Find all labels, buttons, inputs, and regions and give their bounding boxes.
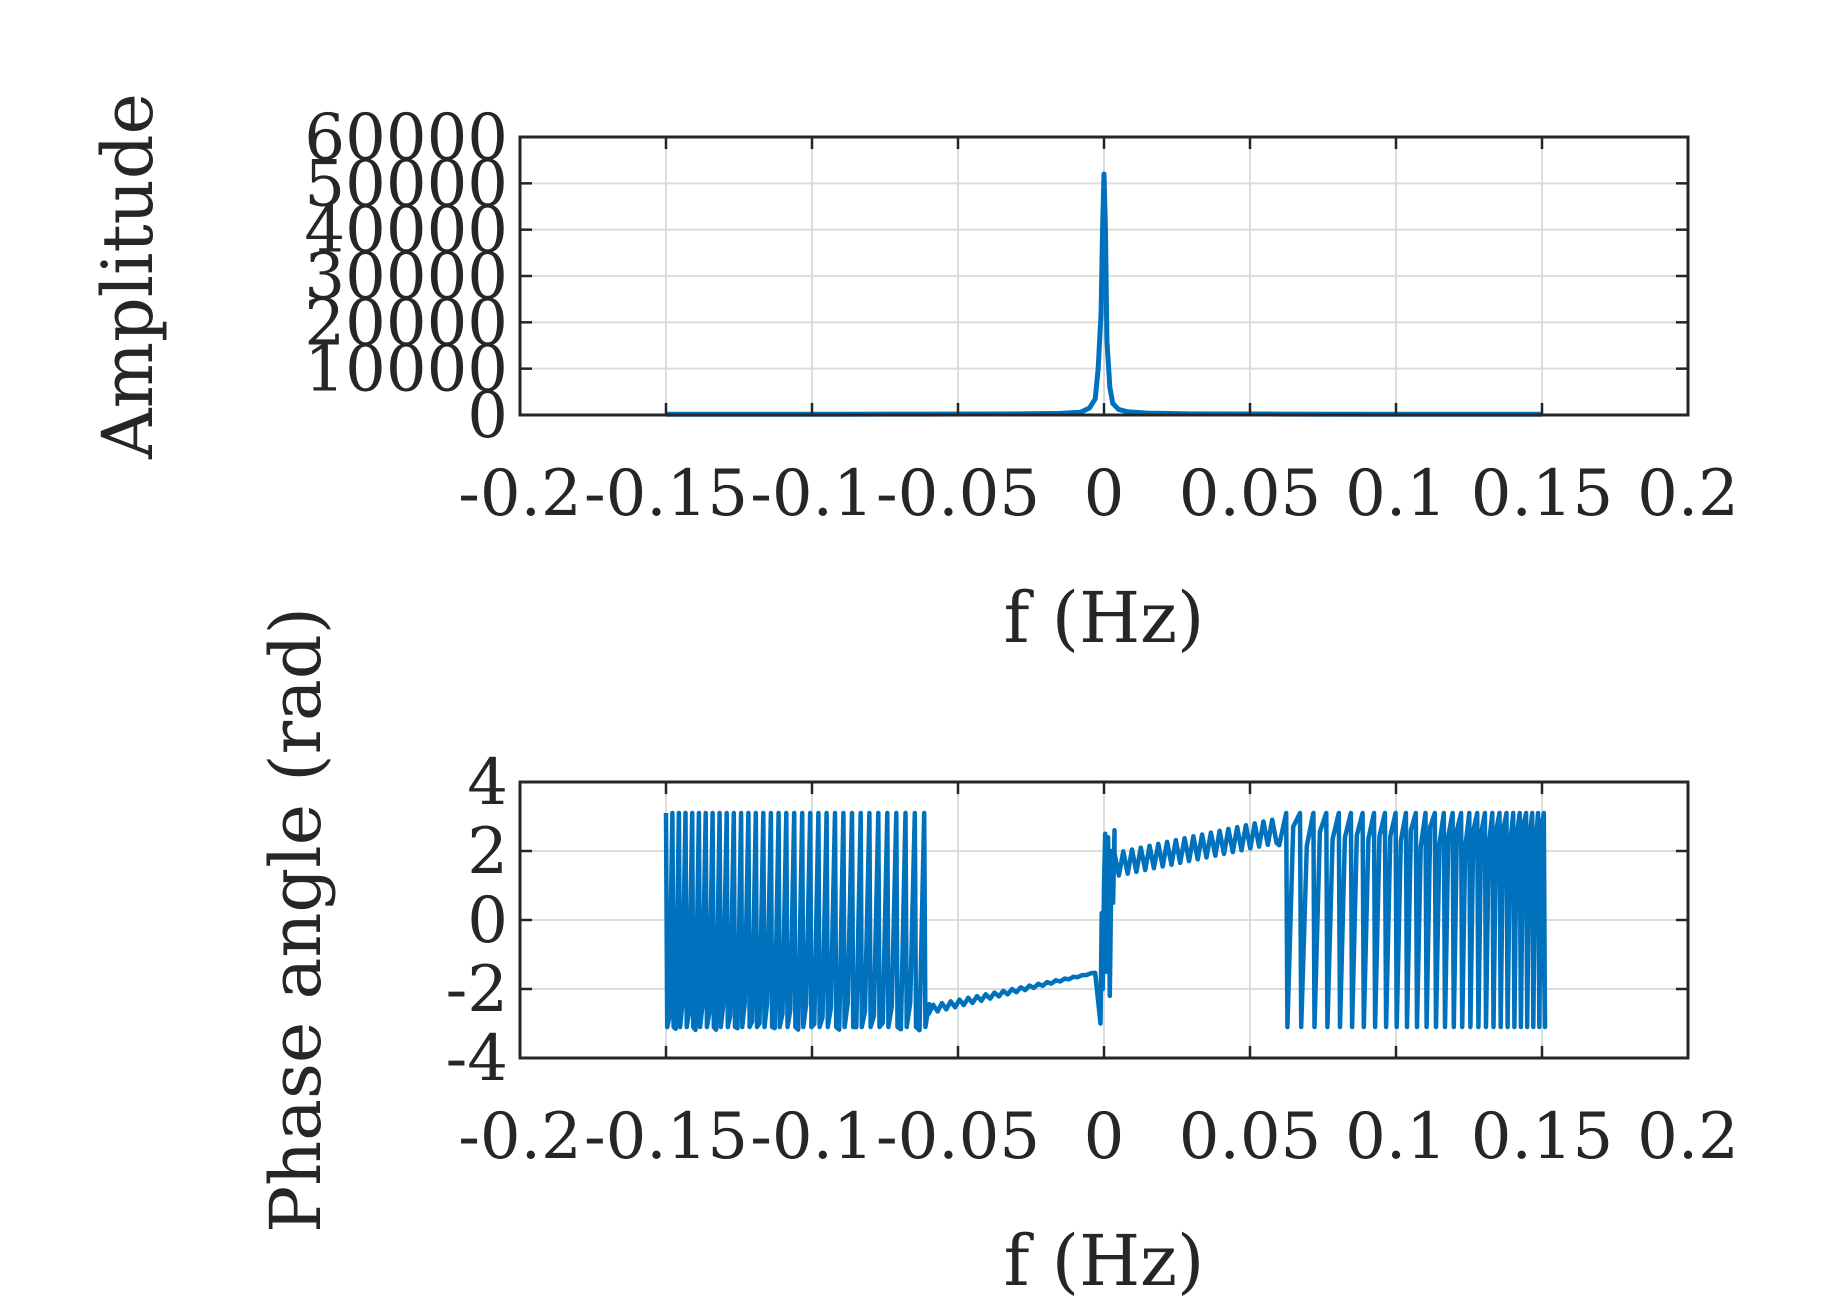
y-tick-label: 30000 [304, 240, 508, 314]
x-tick-label: 0.05 [1179, 457, 1322, 531]
phase-ticks [518, 780, 1690, 1060]
x-tick-label: 0.15 [1471, 1100, 1614, 1174]
y-tick-label: 60000 [304, 101, 508, 175]
x-tick-label: -0.05 [876, 1100, 1040, 1174]
x-tick-label: 0 [1084, 457, 1125, 531]
x-tick-label: -0.2 [458, 1100, 581, 1174]
x-tick-label: -0.2 [458, 457, 581, 531]
amplitude-x-tick-labels: -0.2 -0.15 -0.1 -0.05 0 0.05 0.1 0.15 0.2 [458, 457, 1739, 531]
x-tick-label: 0.05 [1179, 1100, 1322, 1174]
x-tick-label: 0.2 [1637, 1100, 1739, 1174]
amplitude-panel: -0.2 -0.15 -0.1 -0.05 0 0.05 0.1 0.15 0.2 010000… [87, 93, 1739, 659]
phase-panel: -0.2 -0.15 -0.1 -0.05 0 0.05 0.1 0.15 0.2 -4-202… [255, 607, 1739, 1302]
amplitude-ticks [518, 135, 1690, 417]
x-tick-label: 0.15 [1471, 457, 1614, 531]
y-tick-label: 20000 [304, 286, 508, 360]
x-tick-label: 0.1 [1345, 457, 1447, 531]
y-tick-label: 0 [467, 379, 508, 453]
y-tick-label: 4 [467, 746, 508, 820]
y-tick-label: 10000 [304, 333, 508, 407]
y-tick-label: 0 [467, 884, 508, 958]
x-tick-label: -0.15 [584, 457, 748, 531]
x-tick-label: -0.05 [876, 457, 1040, 531]
x-tick-label: -0.15 [584, 1100, 748, 1174]
phase-series-line [663, 810, 1548, 1033]
y-tick-label: 40000 [304, 194, 508, 268]
x-tick-label: -0.1 [750, 457, 873, 531]
x-tick-label: 0.1 [1345, 1100, 1447, 1174]
y-tick-label: 50000 [304, 147, 508, 221]
y-tick-label: 2 [467, 815, 508, 889]
amplitude-y-axis-label: Amplitude [87, 93, 169, 460]
x-tick-label: 0.2 [1637, 457, 1739, 531]
y-tick-label: -2 [446, 953, 508, 1027]
phase-x-tick-labels: -0.2 -0.15 -0.1 -0.05 0 0.05 0.1 0.15 0.2 [458, 1100, 1739, 1174]
x-tick-label: -0.1 [750, 1100, 873, 1174]
y-tick-label: -4 [446, 1022, 508, 1096]
amplitude-x-axis-label: f (Hz) [1004, 577, 1205, 659]
x-tick-label: 0 [1084, 1100, 1125, 1174]
phase-x-axis-label: f (Hz) [1004, 1220, 1205, 1302]
phase-y-axis-label: Phase angle (rad) [255, 607, 337, 1233]
